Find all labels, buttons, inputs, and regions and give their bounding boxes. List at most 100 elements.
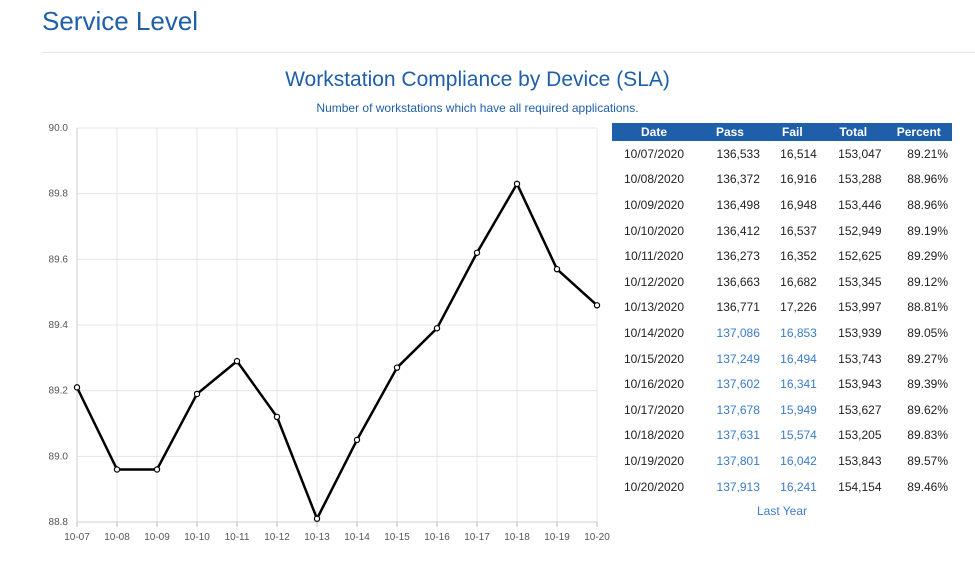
header-date[interactable]: Date: [612, 123, 697, 141]
x-tick-label: 10-07: [64, 532, 90, 543]
y-tick-label: 90.0: [49, 123, 69, 134]
y-tick-label: 89.6: [49, 254, 69, 265]
data-point: [513, 180, 521, 188]
cell-date: 10/17/2020: [623, 402, 685, 417]
cell-fail: 16,514: [780, 146, 817, 161]
cell-percent: 89.39%: [907, 377, 948, 392]
cell-date: 10/14/2020: [623, 325, 685, 340]
divider: [42, 52, 975, 53]
header-percent[interactable]: Percent: [885, 123, 952, 141]
cell-total: 153,627: [838, 402, 882, 417]
data-point: [473, 249, 481, 256]
cell-total: 153,345: [838, 274, 882, 289]
data-point: [393, 364, 401, 371]
cell-fail[interactable]: 15,949: [780, 402, 817, 417]
x-tick-label: 10-18: [504, 532, 530, 543]
cell-fail[interactable]: 15,574: [780, 428, 817, 443]
table-row: 10/15/2020 137,249 16,494 153,743 89.27%: [612, 346, 952, 372]
table-row: 10/10/2020 136,412 16,537 152,949 89.19%: [612, 218, 952, 244]
data-point: [73, 384, 81, 391]
cell-fail[interactable]: 16,853: [780, 325, 817, 340]
x-tick-label: 10-16: [424, 532, 450, 543]
cell-date: 10/10/2020: [623, 223, 685, 238]
cell-total: 153,939: [838, 325, 882, 340]
header-total[interactable]: Total: [820, 123, 886, 141]
table-row: 10/11/2020 136,273 16,352 152,625 89.29%: [612, 243, 952, 269]
y-tick-label: 89.8: [49, 189, 69, 200]
table-body: 10/07/2020 136,533 16,514 153,047 89.21% 10/0…: [612, 141, 952, 499]
cell-pass: 136,498: [716, 197, 760, 212]
cell-percent: 88.96%: [907, 197, 948, 212]
cell-pass[interactable]: 137,801: [716, 453, 760, 468]
cell-percent: 89.21%: [907, 146, 948, 161]
cell-date: 10/12/2020: [623, 274, 685, 289]
cell-total: 153,997: [838, 300, 882, 315]
cell-total: 152,949: [838, 223, 882, 238]
cell-date: 10/11/2020: [624, 249, 684, 264]
x-tick-label: 10-17: [464, 532, 490, 543]
series-line: [75, 182, 598, 520]
cell-pass: 136,273: [716, 249, 760, 264]
table-row: 10/19/2020 137,801 16,042 153,843 89.57%: [612, 448, 952, 474]
cell-date: 10/08/2020: [623, 172, 685, 187]
cell-pass[interactable]: 137,086: [716, 325, 760, 340]
table-row: 10/07/2020 136,533 16,514 153,047 89.21%: [612, 141, 952, 167]
cell-fail: 17,226: [780, 300, 817, 315]
cell-total: 152,625: [838, 249, 882, 264]
cell-percent: 89.05%: [907, 325, 948, 340]
table-row: 10/18/2020 137,631 15,574 153,205 89.83%: [612, 423, 952, 449]
cell-fail[interactable]: 16,241: [780, 479, 817, 494]
x-tick-label: 10-15: [384, 532, 410, 543]
cell-date: 10/18/2020: [623, 428, 685, 443]
cell-fail: 16,537: [780, 223, 817, 238]
cell-pass[interactable]: 137,249: [716, 351, 760, 366]
cell-pass[interactable]: 137,602: [716, 377, 760, 392]
cell-total: 153,047: [838, 146, 882, 161]
cell-pass: 136,372: [716, 172, 760, 187]
table-row: 10/17/2020 137,678 15,949 153,627 89.62%: [612, 397, 952, 423]
cell-percent: 88.96%: [907, 172, 948, 187]
data-point: [313, 515, 321, 522]
cell-pass[interactable]: 137,913: [716, 479, 760, 494]
cell-fail: 16,948: [780, 197, 817, 212]
cell-date: 10/15/2020: [623, 351, 685, 366]
x-tick-label: 10-10: [184, 532, 210, 543]
cell-percent: 89.27%: [907, 351, 948, 366]
cell-total: 153,446: [838, 197, 882, 212]
data-point: [193, 390, 201, 398]
x-tick-label: 10-19: [544, 532, 570, 543]
table-row: 10/14/2020 137,086 16,853 153,939 89.05%: [612, 320, 952, 346]
cell-percent: 89.57%: [907, 453, 948, 468]
data-point: [593, 302, 601, 309]
cell-total: 153,943: [838, 377, 882, 392]
cell-date: 10/09/2020: [623, 197, 685, 212]
cell-pass[interactable]: 137,678: [716, 402, 760, 417]
data-point: [233, 357, 241, 365]
cell-pass[interactable]: 137,631: [716, 428, 760, 443]
x-tick-label: 10-08: [104, 532, 130, 543]
cell-percent: 88.81%: [907, 300, 948, 315]
header-pass[interactable]: Pass: [696, 123, 764, 141]
cell-pass: 136,771: [716, 300, 760, 315]
table-row: 10/13/2020 136,771 17,226 153,997 88.81%: [612, 295, 952, 321]
cell-pass: 136,663: [716, 274, 760, 289]
header-fail[interactable]: Fail: [763, 123, 821, 141]
cell-date: 10/20/2020: [623, 479, 685, 494]
cell-fail[interactable]: 16,341: [780, 377, 817, 392]
x-tick-label: 10-13: [304, 532, 330, 543]
last-year-link[interactable]: Last Year: [756, 504, 808, 518]
y-tick-label: 89.2: [49, 386, 69, 397]
cell-total: 153,843: [838, 453, 882, 468]
y-tick-label: 89.4: [49, 320, 69, 331]
x-tick-label: 10-14: [344, 532, 370, 543]
compliance-table: Date Pass Fail Total Percent 10/07/2020 1…: [612, 123, 952, 499]
x-tick-label: 10-11: [225, 532, 250, 543]
table-row: 10/16/2020 137,602 16,341 153,943 89.39%: [612, 371, 952, 397]
cell-fail: 16,916: [780, 172, 817, 187]
cell-percent: 89.29%: [907, 249, 948, 264]
cell-fail[interactable]: 16,042: [780, 453, 817, 468]
cell-percent: 89.46%: [907, 479, 948, 494]
data-point: [433, 325, 441, 332]
cell-fail[interactable]: 16,494: [780, 351, 817, 366]
y-tick-label: 88.8: [49, 517, 69, 528]
